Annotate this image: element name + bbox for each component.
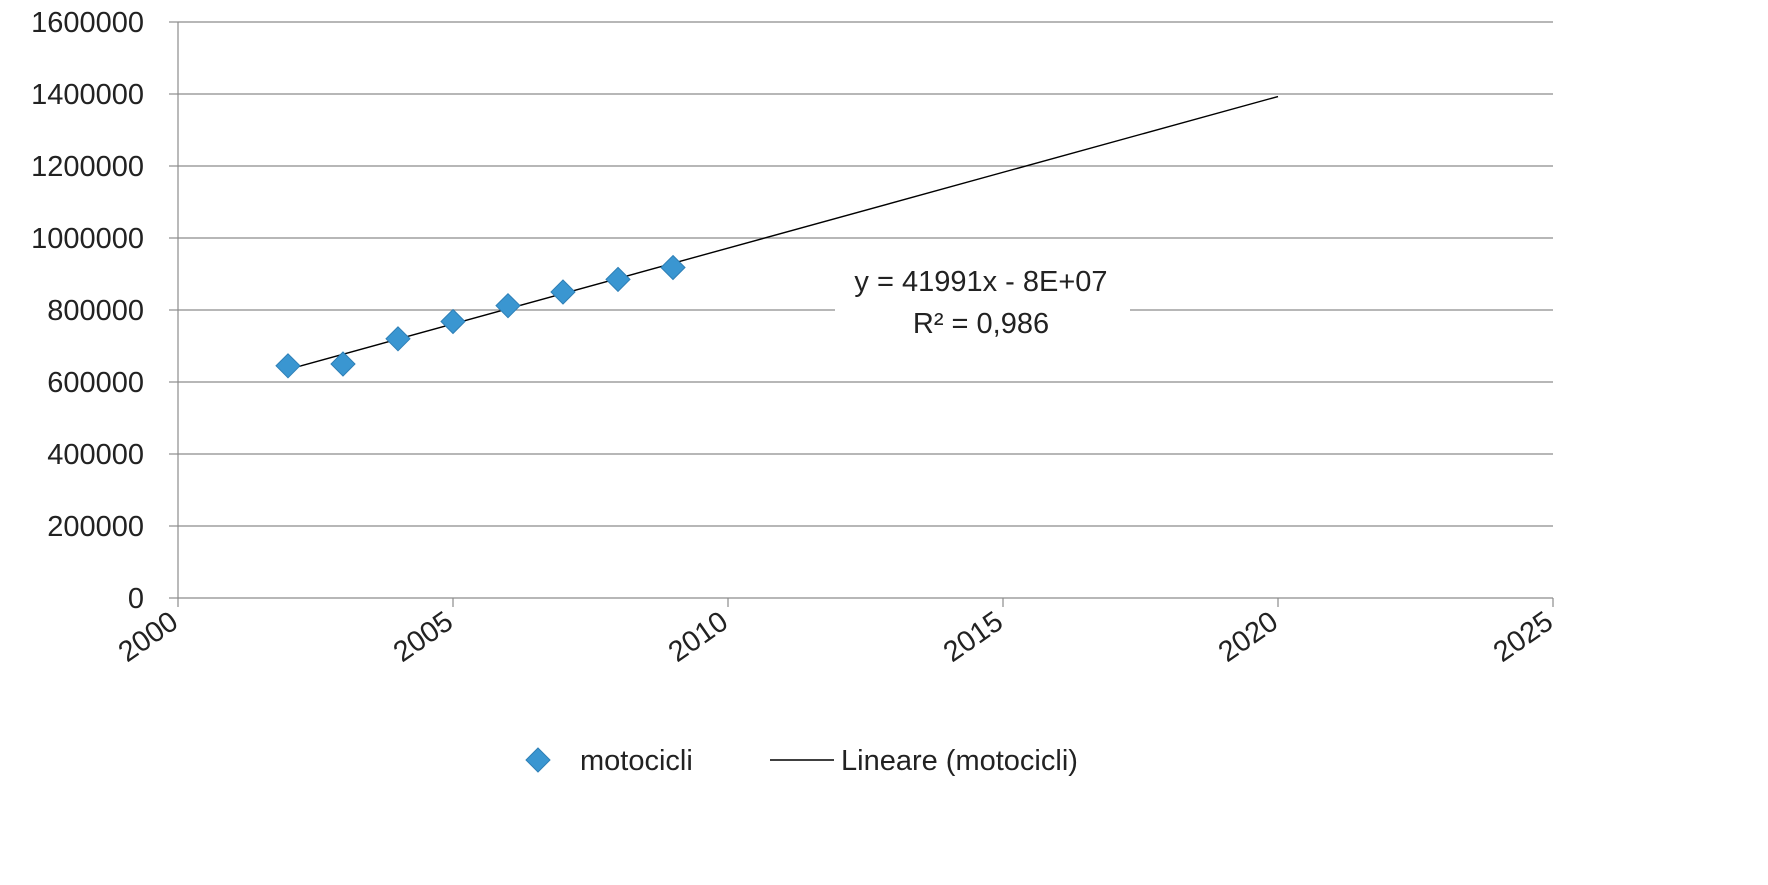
y-tick-label: 600000 [47,367,144,399]
x-tick-label: 2015 [938,606,1009,669]
trendline-equation-annotation: y = 41991x - 8E+07 R² = 0,986 [835,255,1130,350]
axis-layer: 0 200000 400000 600000 800000 1000000 1200000 1… [31,7,1559,669]
data-point-diamond [605,266,631,293]
data-points-layer [275,254,686,379]
x-tick-label: 2025 [1488,606,1559,669]
y-tick-label: 1600000 [31,7,144,39]
x-tick-label: 2010 [663,606,734,669]
data-point-diamond [385,326,411,352]
r-squared-text: R² = 0,986 [913,308,1049,340]
x-tick-label: 2000 [113,606,184,669]
legend-trendline-label: Lineare (motocicli) [841,745,1078,777]
data-point-diamond [440,308,466,335]
data-point-diamond [330,351,356,377]
y-tick-label: 1000000 [31,223,144,255]
trendline-equation-text: y = 41991x - 8E+07 [854,266,1107,298]
y-tick-label: 0 [128,583,144,615]
y-tick-label: 400000 [47,439,144,471]
y-tick-label: 200000 [47,511,144,543]
y-tick-label: 1200000 [31,151,144,183]
y-tick-label: 1400000 [31,79,144,111]
legend-diamond-marker [525,747,551,773]
data-point-diamond [550,279,576,305]
x-tick-label: 2020 [1213,606,1284,669]
grid-layer [178,21,1553,527]
legend: motocicli Lineare (motocicli) [525,745,1078,777]
annotation-background [835,255,1130,350]
data-point-diamond [495,292,521,319]
legend-series-label: motocicli [580,745,693,777]
data-point-diamond [275,353,301,379]
y-tick-label: 800000 [47,295,144,327]
data-point-diamond [660,254,686,281]
x-tick-label: 2005 [388,606,459,669]
